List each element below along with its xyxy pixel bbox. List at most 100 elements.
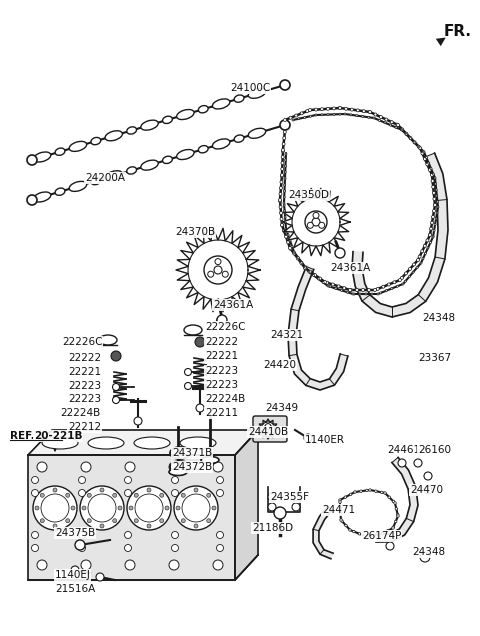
Ellipse shape bbox=[213, 139, 230, 149]
Circle shape bbox=[360, 490, 362, 492]
Circle shape bbox=[326, 107, 329, 110]
Circle shape bbox=[348, 289, 351, 291]
Circle shape bbox=[414, 142, 416, 144]
Circle shape bbox=[35, 506, 39, 510]
Circle shape bbox=[384, 492, 386, 494]
Circle shape bbox=[265, 424, 271, 429]
Circle shape bbox=[418, 146, 420, 148]
Circle shape bbox=[344, 496, 347, 499]
Text: 22224B: 22224B bbox=[205, 394, 245, 404]
Circle shape bbox=[356, 109, 360, 112]
Circle shape bbox=[412, 271, 414, 273]
Circle shape bbox=[352, 293, 354, 295]
Circle shape bbox=[396, 123, 399, 127]
Text: 20-221B: 20-221B bbox=[34, 431, 83, 441]
Circle shape bbox=[289, 247, 292, 251]
Circle shape bbox=[171, 544, 179, 551]
Ellipse shape bbox=[99, 335, 117, 345]
Circle shape bbox=[118, 506, 122, 510]
Text: 24355F: 24355F bbox=[270, 492, 309, 502]
Ellipse shape bbox=[169, 469, 187, 476]
Circle shape bbox=[380, 292, 382, 294]
FancyBboxPatch shape bbox=[253, 416, 287, 442]
Circle shape bbox=[307, 223, 313, 228]
Circle shape bbox=[147, 524, 151, 528]
Circle shape bbox=[401, 129, 403, 131]
Circle shape bbox=[434, 224, 436, 226]
Circle shape bbox=[81, 462, 91, 472]
Circle shape bbox=[284, 118, 287, 121]
Circle shape bbox=[196, 404, 204, 412]
Circle shape bbox=[418, 255, 421, 258]
Circle shape bbox=[402, 283, 404, 285]
Circle shape bbox=[349, 493, 352, 495]
Circle shape bbox=[298, 118, 300, 120]
Circle shape bbox=[428, 162, 430, 164]
Circle shape bbox=[171, 490, 179, 497]
Circle shape bbox=[339, 499, 341, 501]
Circle shape bbox=[305, 211, 327, 233]
Text: 22212: 22212 bbox=[68, 422, 101, 432]
Circle shape bbox=[386, 542, 394, 550]
Circle shape bbox=[37, 560, 47, 570]
Circle shape bbox=[124, 476, 132, 483]
Circle shape bbox=[319, 277, 322, 280]
Ellipse shape bbox=[180, 437, 216, 449]
Circle shape bbox=[396, 123, 399, 126]
Circle shape bbox=[300, 261, 303, 265]
Circle shape bbox=[319, 223, 324, 228]
Text: 22223: 22223 bbox=[205, 380, 238, 390]
Text: 24420: 24420 bbox=[263, 360, 296, 370]
Ellipse shape bbox=[42, 437, 78, 449]
Circle shape bbox=[396, 285, 398, 287]
Circle shape bbox=[285, 228, 287, 230]
Circle shape bbox=[312, 274, 314, 276]
Circle shape bbox=[344, 113, 346, 115]
Circle shape bbox=[423, 244, 426, 247]
Circle shape bbox=[279, 205, 282, 209]
Circle shape bbox=[263, 427, 269, 433]
Circle shape bbox=[333, 113, 335, 115]
Text: 24410B: 24410B bbox=[248, 427, 288, 437]
Circle shape bbox=[339, 507, 341, 509]
Circle shape bbox=[381, 532, 384, 535]
Circle shape bbox=[433, 230, 435, 232]
Text: 24348: 24348 bbox=[412, 547, 445, 557]
Circle shape bbox=[295, 114, 298, 117]
Text: 24361A: 24361A bbox=[330, 263, 370, 273]
Circle shape bbox=[296, 257, 300, 260]
Circle shape bbox=[134, 417, 142, 425]
Circle shape bbox=[171, 476, 179, 483]
Polygon shape bbox=[288, 266, 348, 390]
Circle shape bbox=[160, 519, 164, 523]
Circle shape bbox=[368, 289, 371, 291]
Polygon shape bbox=[235, 430, 258, 580]
Circle shape bbox=[426, 163, 429, 166]
Circle shape bbox=[87, 519, 91, 523]
Circle shape bbox=[317, 278, 319, 280]
Circle shape bbox=[300, 112, 303, 115]
Circle shape bbox=[382, 285, 385, 288]
Text: 24375B: 24375B bbox=[55, 528, 95, 538]
Circle shape bbox=[369, 488, 371, 491]
Text: 26160: 26160 bbox=[418, 445, 451, 455]
Polygon shape bbox=[376, 457, 418, 542]
Ellipse shape bbox=[198, 146, 208, 153]
Circle shape bbox=[359, 293, 361, 295]
Text: 23367: 23367 bbox=[418, 353, 451, 363]
Ellipse shape bbox=[234, 135, 244, 142]
Circle shape bbox=[432, 235, 434, 238]
Circle shape bbox=[373, 534, 375, 537]
Circle shape bbox=[345, 524, 347, 527]
Circle shape bbox=[424, 486, 432, 494]
Circle shape bbox=[340, 519, 342, 522]
Circle shape bbox=[96, 573, 104, 581]
Circle shape bbox=[310, 115, 312, 117]
Circle shape bbox=[405, 134, 407, 135]
Circle shape bbox=[204, 256, 232, 284]
Circle shape bbox=[184, 382, 192, 389]
Circle shape bbox=[80, 486, 124, 530]
Circle shape bbox=[431, 174, 433, 177]
Text: 22222: 22222 bbox=[205, 337, 238, 347]
Polygon shape bbox=[313, 506, 333, 559]
